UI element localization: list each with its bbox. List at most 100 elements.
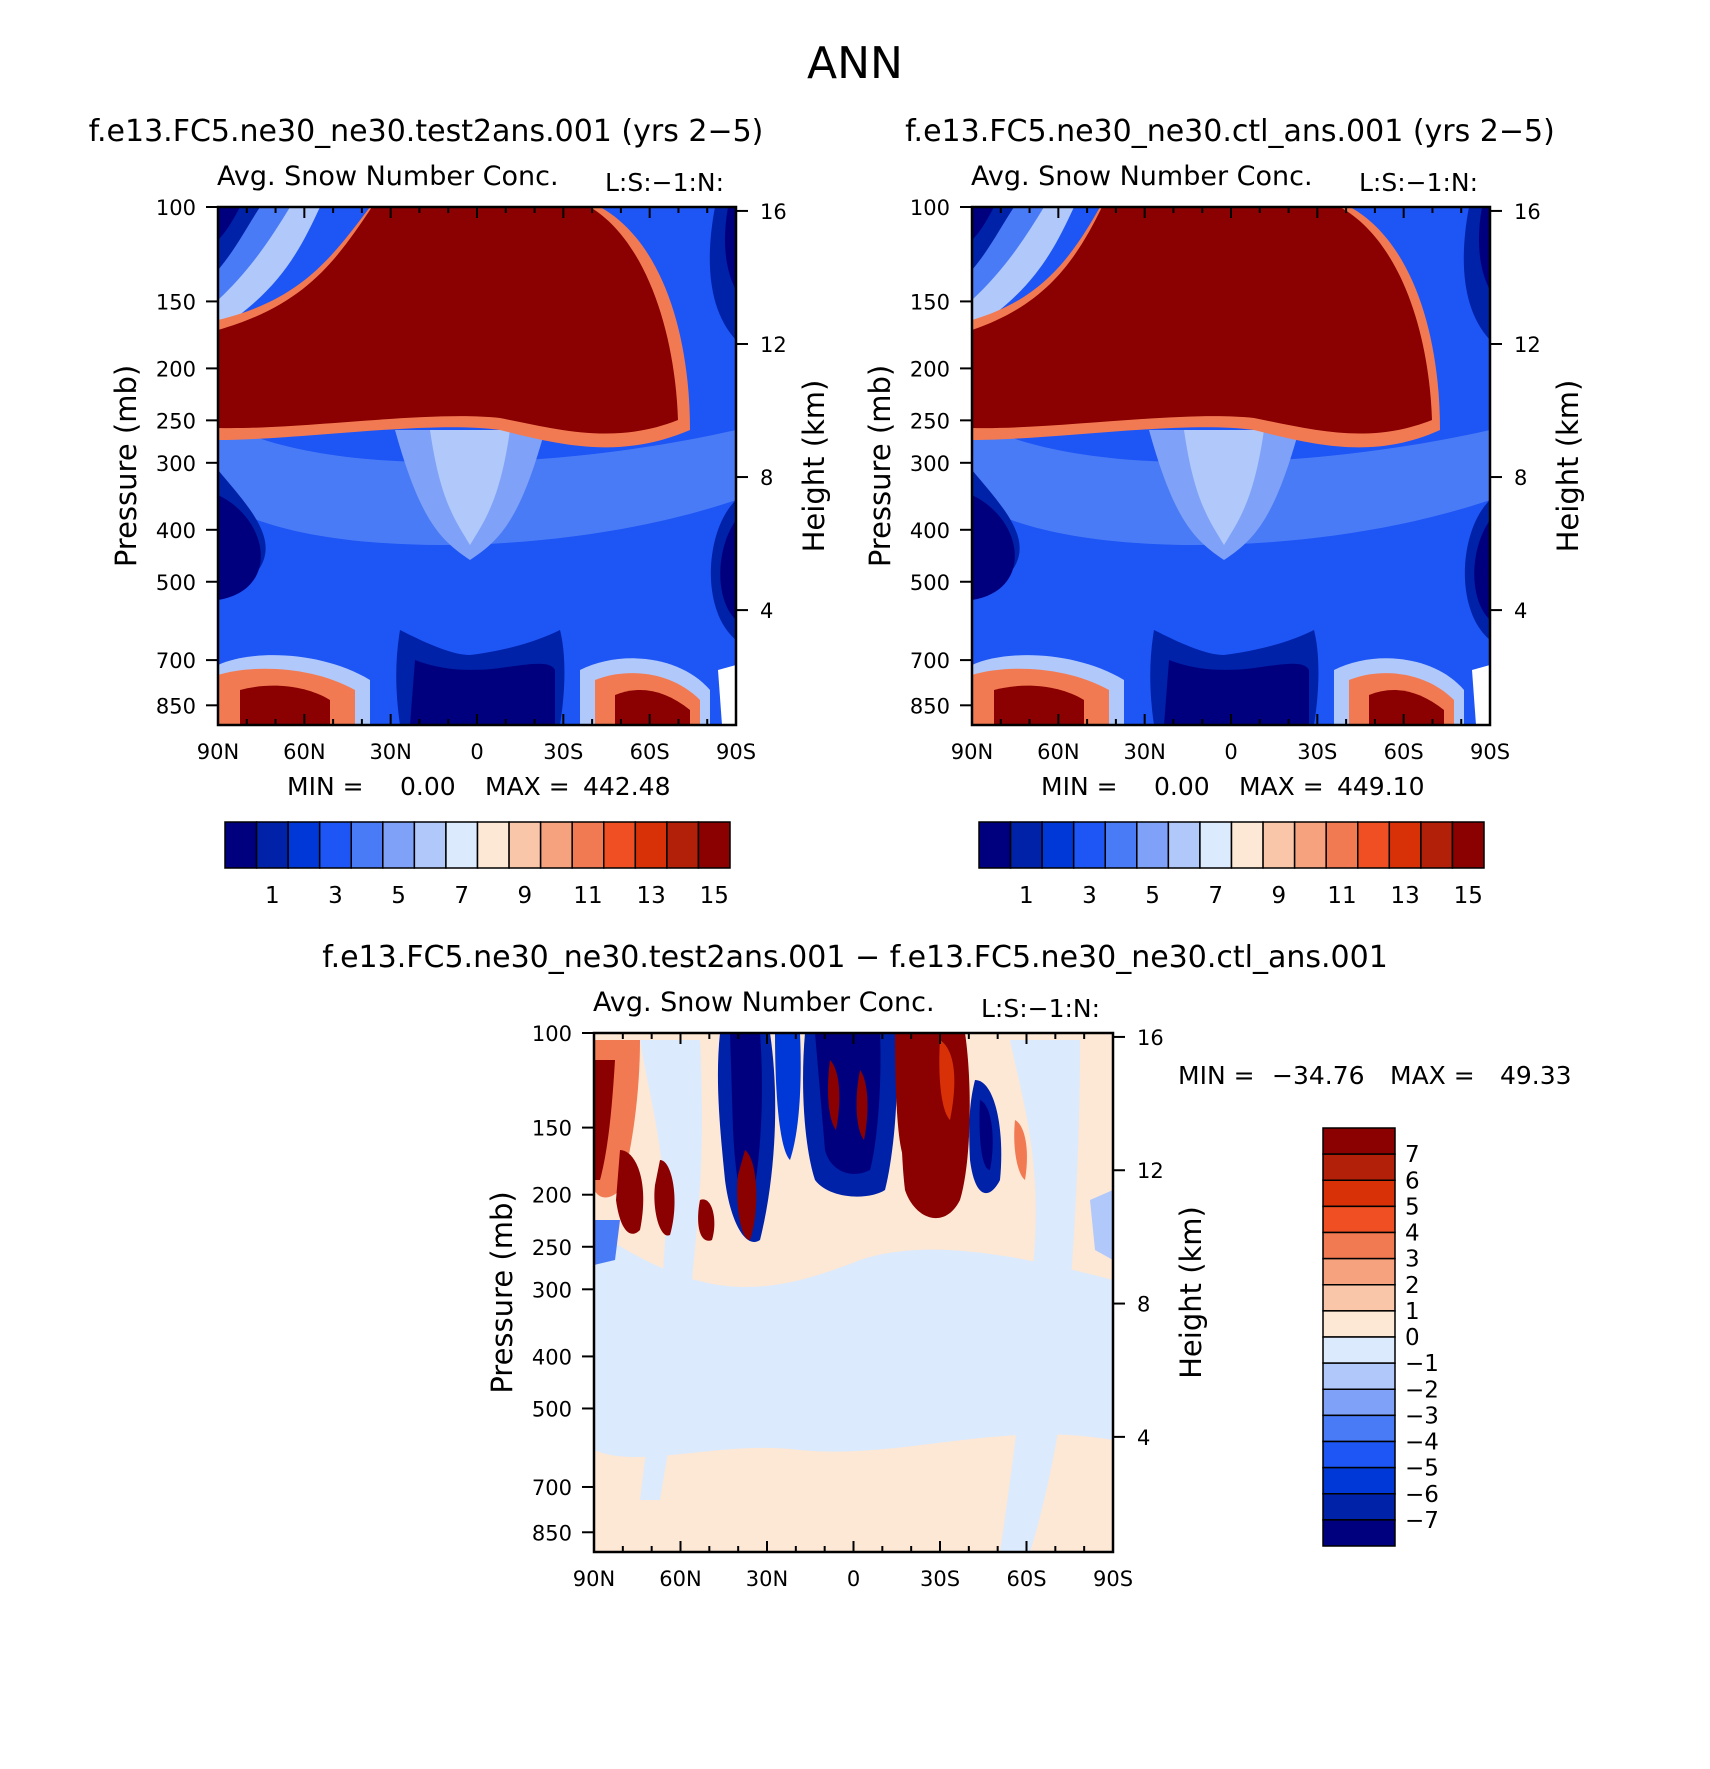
panel-test-colorbar-label: 5 <box>391 883 406 909</box>
panel-control-colorbar-label: 7 <box>1208 883 1223 909</box>
panel-test-colorbar-box <box>224 821 258 869</box>
panel-control-colorbar-box <box>1357 821 1391 869</box>
panel-test: f.e13.FC5.ne30_ne30.test2ans.001 (yrs 2−… <box>89 114 831 909</box>
panel-control-y2-tick-label: 4 <box>1514 599 1527 623</box>
panel-difference-colorbar-box <box>1322 1414 1396 1443</box>
panel-test-x-tick-label: 0 <box>470 740 483 764</box>
panel-control-y-tick-label: 300 <box>910 452 950 476</box>
panel-test-colorbar-box <box>413 821 447 869</box>
panel-control: f.e13.FC5.ne30_ne30.ctl_ans.001 (yrs 2−5… <box>863 114 1585 909</box>
panel-difference-x-tick-label: 30N <box>746 1567 788 1591</box>
panel-difference-y-tick-label: 200 <box>532 1184 572 1208</box>
panel-difference-y-tick-label: 700 <box>532 1476 572 1500</box>
panel-test-colorbar-label: 7 <box>454 883 469 909</box>
panel-control-colorbar-label: 3 <box>1082 883 1097 909</box>
panel-difference-x-tick-label: 60S <box>1006 1567 1046 1591</box>
panel-test-y2-axis-title: Height (km) <box>797 380 831 553</box>
panel-difference-colorbar-box <box>1322 1179 1396 1208</box>
panel-difference-y2-tick-label: 8 <box>1137 1293 1150 1317</box>
panel-control-y-tick-label: 400 <box>910 519 950 543</box>
panel-test-colorbar-box <box>350 821 384 869</box>
panel-difference-y2-axis-title: Height (km) <box>1174 1206 1208 1379</box>
panel-test-max-label: MAX = <box>485 772 570 801</box>
panel-test-y2-tick-label: 16 <box>760 200 787 224</box>
panel-test-x-tick-label: 60S <box>630 740 670 764</box>
panel-control-colorbar-box <box>1009 821 1043 869</box>
panel-test-x-tick-label: 90N <box>197 740 239 764</box>
panel-test-variable-title: Avg. Snow Number Conc. <box>217 161 559 192</box>
panel-difference-colorbar-box <box>1322 1362 1396 1390</box>
panel-control-max-label: MAX = <box>1239 772 1324 801</box>
panel-difference-colorbar-box <box>1322 1493 1396 1521</box>
panel-difference-y-tick-label: 300 <box>532 1278 572 1302</box>
panel-difference-y2-tick-label: 12 <box>1137 1159 1164 1183</box>
panel-control-colorbar-label: 15 <box>1454 883 1483 909</box>
panel-difference-variable-title: Avg. Snow Number Conc. <box>593 987 935 1018</box>
panel-difference-colorbar-box <box>1322 1519 1396 1547</box>
panel-test-colorbar-box <box>287 821 321 869</box>
panel-difference-colorbar-label: −2 <box>1405 1377 1439 1403</box>
panel-difference-colorbar-label: 2 <box>1405 1273 1420 1299</box>
panel-test-colorbar-label: 9 <box>518 883 533 909</box>
panel-control-colorbar-box <box>1325 821 1359 869</box>
panel-difference-max-label: MAX = <box>1390 1061 1475 1090</box>
panel-control-colorbar-box <box>1420 821 1454 869</box>
panel-control-x-tick-label: 60N <box>1037 740 1079 764</box>
panel-difference-colorbar-box <box>1322 1466 1396 1495</box>
panel-control-y2-tick-label: 16 <box>1514 200 1541 224</box>
panel-test-colorbar-label: 13 <box>636 883 665 909</box>
panel-test-colorbar-label: 3 <box>328 883 343 909</box>
panel-test-x-tick-label: 30N <box>369 740 411 764</box>
panel-difference-y-tick-label: 400 <box>532 1345 572 1369</box>
panel-difference: f.e13.FC5.ne30_ne30.test2ans.001 − f.e13… <box>322 940 1571 1591</box>
panel-control-colorbar-box <box>1199 821 1233 869</box>
panel-control-x-tick-label: 30N <box>1123 740 1165 764</box>
panel-test-colorbar-box <box>508 821 542 869</box>
panel-test-case-title: f.e13.FC5.ne30_ne30.test2ans.001 (yrs 2−… <box>89 114 764 149</box>
panel-test-colorbar-box <box>445 821 479 869</box>
panel-control-colorbar-label: 1 <box>1019 883 1034 909</box>
panel-test-max-value: 442.48 <box>583 772 670 801</box>
panel-control-x-tick-label: 90S <box>1470 740 1510 764</box>
panel-difference-colorbar-box <box>1322 1440 1396 1469</box>
panel-difference-colorbar-box <box>1322 1336 1396 1364</box>
panel-difference-colorbar-label: −6 <box>1405 1482 1439 1508</box>
panel-control-colorbar-box <box>1262 821 1296 869</box>
panel-difference-colorbar-label: 3 <box>1405 1247 1420 1273</box>
panel-difference-colorbar-label: 6 <box>1405 1168 1420 1194</box>
panel-test-contours <box>218 207 736 725</box>
panel-difference-y-tick-label: 100 <box>532 1022 572 1046</box>
panel-test-y-tick-label: 400 <box>156 519 196 543</box>
panel-control-colorbar-box <box>1230 821 1264 869</box>
panel-control-colorbar-label: 13 <box>1390 883 1419 909</box>
panel-control-min-label: MIN = <box>1041 772 1118 801</box>
panel-control-colorbar-label: 11 <box>1327 883 1356 909</box>
panel-difference-colorbar-label: 7 <box>1405 1142 1420 1168</box>
panel-control-colorbar-box <box>1293 821 1327 869</box>
panel-test-x-tick-label: 30S <box>543 740 583 764</box>
panel-test-y-tick-label: 700 <box>156 649 196 673</box>
panel-difference-colorbar-box <box>1322 1310 1396 1338</box>
panel-control-x-tick-label: 30S <box>1297 740 1337 764</box>
panel-control-x-tick-label: 60S <box>1384 740 1424 764</box>
panel-control-max-value: 449.10 <box>1337 772 1424 801</box>
panel-control-y-axis-title: Pressure (mb) <box>863 365 897 567</box>
panel-difference-contours <box>594 1033 1113 1552</box>
panel-test-colorbar-box <box>318 821 352 869</box>
panel-difference-colorbar-label: 1 <box>1405 1299 1420 1325</box>
panel-difference-units-label: L:S:−1:N: <box>981 994 1100 1023</box>
panel-test-y2-tick-label: 4 <box>760 599 773 623</box>
panel-difference-y-tick-label: 250 <box>532 1236 572 1260</box>
panel-difference-colorbar-label: −3 <box>1405 1403 1439 1429</box>
panel-difference-colorbar-label: −1 <box>1405 1351 1439 1377</box>
panel-test-x-tick-label: 60N <box>283 740 325 764</box>
panel-control-y-tick-label: 150 <box>910 290 950 314</box>
panel-test-colorbar-label: 15 <box>700 883 729 909</box>
panel-test-y-tick-label: 250 <box>156 409 196 433</box>
panel-test-y-tick-label: 100 <box>156 196 196 220</box>
panel-difference-colorbar-box <box>1322 1257 1396 1286</box>
figure-title: ANN <box>807 38 903 89</box>
panel-control-colorbar-box <box>1451 821 1485 869</box>
panel-test-x-tick-label: 90S <box>716 740 756 764</box>
